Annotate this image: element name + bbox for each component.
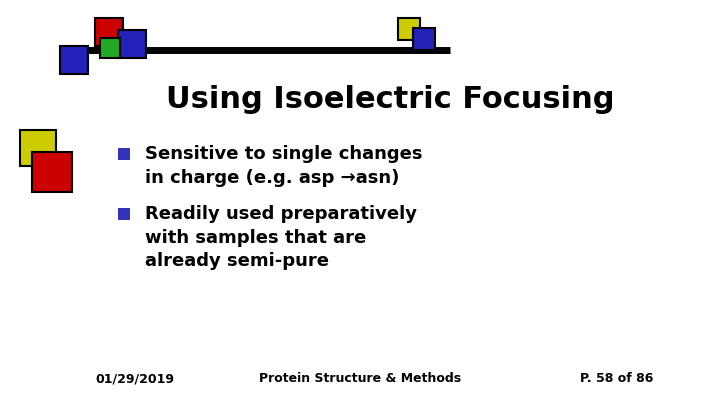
Bar xyxy=(118,208,130,220)
Bar xyxy=(118,30,146,58)
Bar xyxy=(100,38,120,58)
Bar xyxy=(95,18,123,46)
Bar xyxy=(118,148,130,160)
Bar xyxy=(20,130,56,166)
Text: Readily used preparatively
with samples that are
already semi-pure: Readily used preparatively with samples … xyxy=(145,205,417,270)
Text: P. 58 of 86: P. 58 of 86 xyxy=(580,372,653,385)
Bar xyxy=(398,18,420,40)
Bar xyxy=(60,46,88,74)
Bar xyxy=(413,28,435,50)
Bar xyxy=(32,152,72,192)
Text: 01/29/2019: 01/29/2019 xyxy=(95,372,174,385)
Text: Protein Structure & Methods: Protein Structure & Methods xyxy=(259,372,461,385)
Text: Using Isoelectric Focusing: Using Isoelectric Focusing xyxy=(166,85,614,114)
Text: Sensitive to single changes
in charge (e.g. asp →asn): Sensitive to single changes in charge (e… xyxy=(145,145,423,187)
